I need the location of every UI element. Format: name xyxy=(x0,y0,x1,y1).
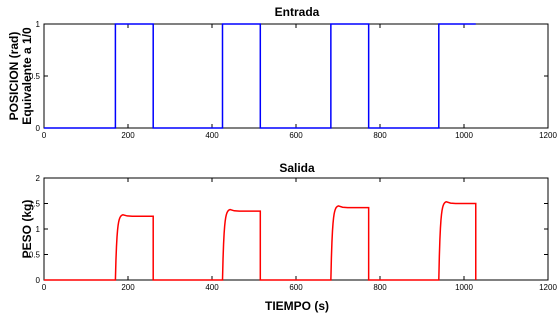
y-axis-label-entrada-line1: POSICION (rad) xyxy=(7,32,21,121)
chart-title-entrada: Entrada xyxy=(275,5,320,19)
y-tick-label: 0 xyxy=(36,124,41,133)
x-tick-label: 600 xyxy=(289,283,303,292)
chart-salida: Salida 0 200 400 600 800 1000 1200 0 0.5 1 1.5 2 PE… xyxy=(20,161,557,313)
y-axis-label-salida: PESO (kg) xyxy=(20,200,34,259)
y-tick-label: 0 xyxy=(36,276,41,285)
x-tick-label: 400 xyxy=(205,131,219,140)
x-tick-label: 0 xyxy=(42,131,47,140)
x-tick-label: 1000 xyxy=(455,283,473,292)
x-tick-label: 0 xyxy=(42,283,47,292)
series-line xyxy=(44,200,477,281)
x-tick-label: 400 xyxy=(205,283,219,292)
series-group-entrada xyxy=(44,23,476,129)
x-tick-label: 800 xyxy=(373,131,387,140)
plot-area-entrada xyxy=(43,23,549,129)
x-tick-label: 1200 xyxy=(539,131,557,140)
x-tick-label: 600 xyxy=(289,131,303,140)
x-tick-label: 200 xyxy=(121,131,135,140)
y-tick-label: 1.5 xyxy=(29,200,41,209)
chart-entrada: Entrada 0 200 400 600 800 1000 1200 0 0.5 1 POSIC… xyxy=(7,5,557,140)
x-tick-label: 1000 xyxy=(455,131,473,140)
series-group-salida xyxy=(44,200,477,281)
plot-area-salida xyxy=(43,177,549,281)
x-tick-label: 200 xyxy=(121,283,135,292)
axis-ticks-salida: 0 200 400 600 800 1000 1200 0 0.5 1 1.5 2 xyxy=(29,174,558,292)
x-tick-label: 1200 xyxy=(539,283,557,292)
axis-ticks-entrada: 0 200 400 600 800 1000 1200 0 0.5 1 xyxy=(29,20,558,140)
y-tick-label: 1 xyxy=(36,225,41,234)
series-line xyxy=(44,23,476,129)
x-axis-label-salida: TIEMPO (s) xyxy=(265,299,329,313)
chart-title-salida: Salida xyxy=(279,161,315,175)
y-tick-label: 0.5 xyxy=(29,251,41,260)
x-tick-label: 800 xyxy=(373,283,387,292)
y-tick-label: 2 xyxy=(36,174,41,183)
y-tick-label: 0.5 xyxy=(29,72,41,81)
y-axis-label-entrada-line2: Equivalente a 1/0 xyxy=(20,27,34,125)
y-tick-label: 1 xyxy=(36,20,41,29)
